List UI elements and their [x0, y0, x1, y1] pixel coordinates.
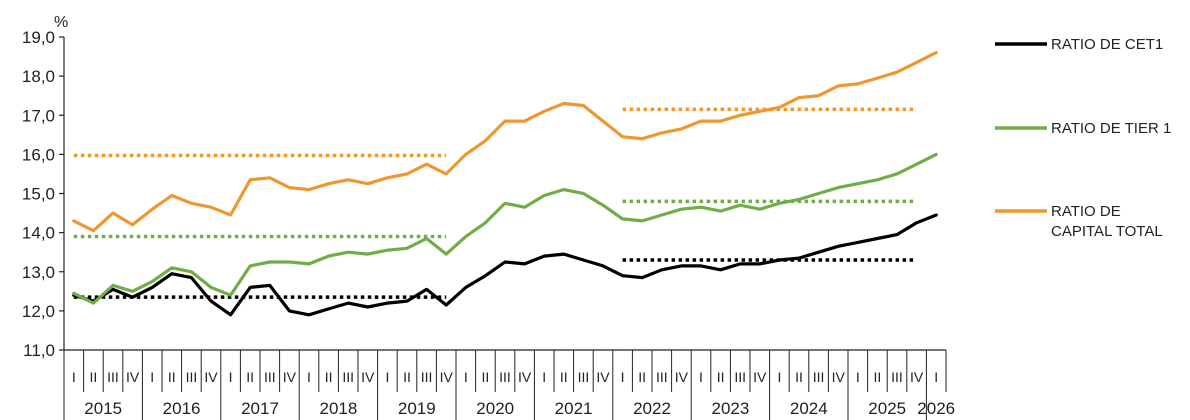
year-label: 2022 [633, 399, 671, 418]
year-label: 2015 [84, 399, 122, 418]
y-axis: 11,0 12,0 13,0 14,0 15,0 16,0 17,0 18,0 19,0 [22, 28, 65, 360]
quarter-label: III [499, 369, 511, 385]
quarter-label: I [856, 369, 860, 385]
quarter-label: II [403, 369, 411, 385]
legend-label: RATIO DE TIER 1 [1051, 120, 1171, 137]
quarter-label: IV [440, 369, 454, 385]
year-label: 2017 [241, 399, 279, 418]
y-tick-label: 14,0 [22, 224, 55, 243]
year-label: 2023 [711, 399, 749, 418]
quarter-label: I [72, 369, 76, 385]
quarter-label: II [325, 369, 333, 385]
quarter-label: IV [675, 369, 689, 385]
quarter-label: III [813, 369, 825, 385]
quarter-label: I [464, 369, 468, 385]
quarter-label: III [342, 369, 354, 385]
quarter-label: III [186, 369, 198, 385]
quarter-label: II [90, 369, 98, 385]
quarter-label: IV [204, 369, 218, 385]
legend-label: CAPITAL TOTAL [1051, 223, 1163, 240]
quarter-label: III [891, 369, 903, 385]
quarter-label: IV [361, 369, 375, 385]
series-line [72, 213, 938, 317]
quarter-label: I [934, 369, 938, 385]
year-label: 2016 [163, 399, 201, 418]
y-axis-unit: % [54, 14, 68, 31]
quarter-label: II [795, 369, 803, 385]
quarter-label: I [307, 369, 311, 385]
legend-label: RATIO DE CET1 [1051, 36, 1163, 53]
quarter-label: II [874, 369, 882, 385]
quarter-label: IV [126, 369, 140, 385]
quarter-label: I [385, 369, 389, 385]
quarter-label: I [229, 369, 233, 385]
series-lines [72, 50, 938, 317]
x-axis: I II III IV I II III IV I II III IV I II III IV I II III IV… [63, 349, 955, 420]
quarter-label: III [656, 369, 668, 385]
quarter-label: II [560, 369, 568, 385]
quarter-label: III [107, 369, 119, 385]
quarter-label: I [621, 369, 625, 385]
y-tick-label: 16,0 [22, 145, 55, 164]
y-tick-label: 13,0 [22, 263, 55, 282]
y-tick-label: 18,0 [22, 67, 55, 86]
y-tick-label: 15,0 [22, 185, 55, 204]
quarter-label: II [168, 369, 176, 385]
legend: RATIO DE CET1 RATIO DE TIER 1 RATIO DE CAPI… [995, 36, 1171, 240]
quarter-label: I [542, 369, 546, 385]
quarter-label: I [150, 369, 154, 385]
y-tick-label: 12,0 [22, 302, 55, 321]
quarter-label: IV [518, 369, 532, 385]
quarter-label: I [777, 369, 781, 385]
quarter-label: IV [910, 369, 924, 385]
quarter-label: III [264, 369, 276, 385]
year-label: 2020 [476, 399, 514, 418]
y-tick-label: 17,0 [22, 106, 55, 125]
series-line [72, 152, 938, 305]
year-label: 2021 [555, 399, 593, 418]
quarter-label: IV [596, 369, 610, 385]
legend-label: RATIO DE [1051, 203, 1121, 220]
quarter-label: I [699, 369, 703, 385]
year-label: 2019 [398, 399, 436, 418]
quarter-label: II [717, 369, 725, 385]
quarter-label: II [638, 369, 646, 385]
quarter-label: IV [832, 369, 846, 385]
quarter-label: IV [753, 369, 767, 385]
series-line [72, 50, 938, 233]
quarter-label: III [734, 369, 746, 385]
year-label: 2018 [319, 399, 357, 418]
y-tick-label: 11,0 [23, 341, 55, 360]
quarter-label: II [246, 369, 254, 385]
quarter-label: II [482, 369, 490, 385]
quarter-label: III [421, 369, 433, 385]
quarter-label: III [578, 369, 590, 385]
year-label: 2025 [868, 399, 906, 418]
year-label: 2026 [917, 399, 955, 418]
year-label: 2024 [790, 399, 828, 418]
reference-lines [73, 107, 917, 299]
y-tick-label: 19,0 [22, 28, 55, 47]
quarter-label: IV [283, 369, 297, 385]
